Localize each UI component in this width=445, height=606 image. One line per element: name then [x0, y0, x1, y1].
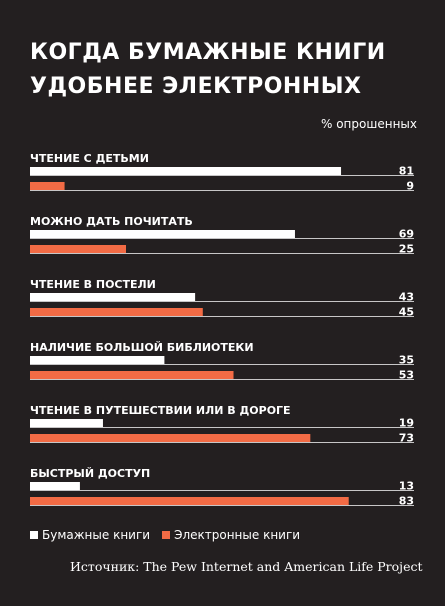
value-label: 83	[399, 495, 414, 508]
value-label: 19	[399, 417, 414, 430]
value-label: 13	[399, 480, 414, 493]
value-label: 53	[399, 369, 414, 382]
source-note: Источник: The Pew Internet and American …	[70, 559, 423, 574]
bar-paper	[30, 230, 295, 238]
value-label: 25	[399, 243, 414, 256]
legend-swatch-ebook	[162, 531, 171, 539]
legend-swatch-paper	[30, 531, 38, 539]
value-label: 69	[399, 228, 414, 241]
category-label: БЫСТРЫЙ ДОСТУП	[30, 467, 150, 480]
unit-label: % опрошенных	[321, 117, 417, 131]
legend-label-paper: Бумажные книги	[42, 528, 151, 542]
value-label: 81	[399, 165, 414, 178]
category-label: ЧТЕНИЕ С ДЕТЬМИ	[30, 152, 149, 165]
value-label: 9	[406, 180, 414, 193]
legend-item-paper: Бумажные книги	[30, 528, 150, 542]
legend: Бумажные книги Электронные книги	[30, 528, 312, 542]
bar-ebook	[30, 245, 126, 253]
bar-ebook	[30, 497, 349, 505]
category-label: МОЖНО ДАТЬ ПОЧИТАТЬ	[30, 215, 193, 228]
bar-ebook	[30, 434, 311, 442]
bar-paper	[30, 293, 196, 301]
category-label: ЧТЕНИЕ В ПОСТЕЛИ	[30, 278, 156, 291]
value-label: 35	[399, 354, 414, 367]
value-label: 73	[399, 432, 414, 445]
value-label: 45	[399, 306, 414, 319]
value-label: 43	[399, 291, 414, 304]
bar-paper	[30, 356, 165, 364]
legend-label-ebook: Электронные книги	[174, 528, 301, 542]
bar-ebook	[30, 308, 203, 316]
bar-paper	[30, 167, 342, 175]
legend-item-ebook: Электронные книги	[162, 528, 300, 542]
bar-ebook	[30, 182, 65, 190]
bar-paper	[30, 419, 103, 427]
category-label: ЧТЕНИЕ В ПУТЕШЕСТВИИ ИЛИ В ДОРОГЕ	[30, 404, 291, 417]
bar-paper	[30, 482, 80, 490]
bar-ebook	[30, 371, 234, 379]
category-label: НАЛИЧИЕ БОЛЬШОЙ БИБЛИОТЕКИ	[30, 341, 254, 354]
chart-title: Когда бумажные книги удобнее электронных	[30, 40, 386, 99]
